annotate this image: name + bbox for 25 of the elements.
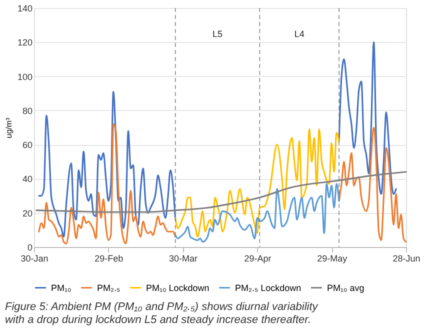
x-tick-label: 30-Mar (169, 254, 198, 264)
annotation: L4 (294, 29, 304, 39)
caption: Figure 5: Ambient PM (PM₁₀ and PM₂.₅) shows diurnal variability with a drop during lockdown L5 and steady increase thereafter. (4, 301, 320, 326)
line-series (174, 128, 340, 238)
x-tick-label: 29-Feb (94, 254, 124, 264)
line-series (174, 183, 340, 243)
y-tick-label: 140 (17, 4, 32, 14)
legend-label: PM₂.₅ Lockdown (235, 282, 302, 293)
x-tick-label: 29-Apr (244, 254, 272, 264)
legend-label: PM₂.₅ (97, 282, 120, 293)
y-tick-label: 80 (22, 106, 32, 116)
y-tick-label: 120 (17, 38, 32, 48)
y-tick-label: 100 (17, 72, 32, 82)
y-tick-label: 20 (22, 208, 32, 218)
y-tick-label: 60 (22, 140, 32, 150)
y-axis-title: ug/m³ (4, 117, 14, 138)
y-tick-label: 40 (22, 174, 32, 184)
x-tick-label: 28-Jun (392, 254, 420, 264)
y-tick-label: 0 (27, 242, 32, 252)
x-tick-label: 30-Jan (20, 254, 48, 264)
legend-label: PM₁₀ Lockdown (146, 282, 210, 293)
annotation: L5 (212, 29, 223, 39)
legend-label: PM₁₀ avg (327, 282, 364, 293)
x-tick-label: 29-May (317, 254, 348, 264)
legend-label: PM₁₀ (51, 282, 72, 293)
